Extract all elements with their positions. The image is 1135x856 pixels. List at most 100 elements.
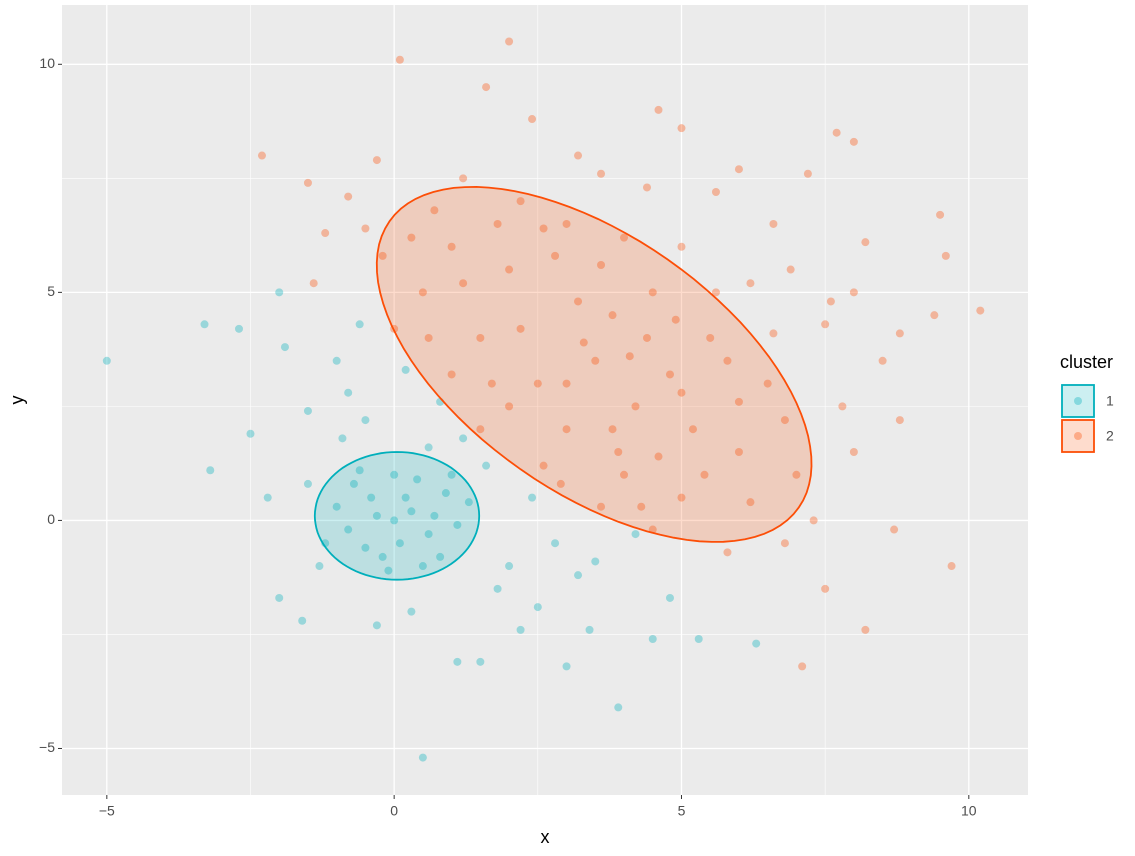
point [390, 516, 399, 525]
point [298, 616, 307, 625]
point [786, 265, 795, 274]
point [407, 607, 416, 616]
x-tick-label: 0 [390, 803, 398, 819]
point [562, 425, 571, 434]
y-tick-label: −5 [39, 739, 55, 755]
point [464, 498, 473, 507]
point [453, 657, 462, 666]
point [792, 470, 801, 479]
point [275, 593, 284, 602]
point [597, 502, 606, 511]
point [482, 461, 491, 470]
point [631, 530, 640, 539]
point [303, 406, 312, 415]
point [332, 502, 341, 511]
point [430, 511, 439, 520]
legend-key-point [1074, 397, 1082, 405]
point [648, 635, 657, 644]
point [976, 306, 985, 315]
point [723, 548, 732, 557]
legend-key-point [1074, 432, 1082, 440]
point [505, 37, 514, 46]
point [677, 388, 686, 397]
point [303, 178, 312, 187]
point [424, 333, 433, 342]
point [476, 333, 485, 342]
point [746, 279, 755, 288]
point [591, 557, 600, 566]
legend-title: cluster [1060, 352, 1113, 372]
x-tick-label: −5 [99, 803, 115, 819]
point [608, 425, 617, 434]
point [734, 165, 743, 174]
point [401, 493, 410, 502]
point [418, 562, 427, 571]
point [798, 662, 807, 671]
point [631, 402, 640, 411]
point [597, 260, 606, 269]
point [620, 470, 629, 479]
point [516, 625, 525, 634]
point [430, 206, 439, 215]
point [878, 356, 887, 365]
point [539, 461, 548, 470]
point [384, 566, 393, 575]
point [361, 543, 370, 552]
point [533, 603, 542, 612]
point [821, 320, 830, 329]
point [321, 229, 330, 238]
legend-key [1061, 384, 1095, 418]
point [643, 183, 652, 192]
point [493, 219, 502, 228]
point [453, 520, 462, 529]
point [551, 539, 560, 548]
point [476, 425, 485, 434]
point [361, 416, 370, 425]
point [344, 525, 353, 534]
point [803, 169, 812, 178]
point [505, 562, 514, 571]
point [861, 238, 870, 247]
x-tick-label: 5 [678, 803, 686, 819]
point [648, 288, 657, 297]
point [528, 115, 537, 124]
point [614, 703, 623, 712]
point [677, 124, 686, 133]
point [665, 593, 674, 602]
point [395, 539, 404, 548]
legend-label: 2 [1106, 428, 1114, 444]
point [367, 493, 376, 502]
point [591, 356, 600, 365]
point [315, 562, 324, 571]
point [677, 493, 686, 502]
point [711, 188, 720, 197]
point [574, 571, 583, 580]
point [355, 466, 364, 475]
point [574, 297, 583, 306]
point [688, 425, 697, 434]
point [723, 356, 732, 365]
point [395, 55, 404, 64]
point [597, 169, 606, 178]
point [890, 525, 899, 534]
point [763, 379, 772, 388]
point [418, 288, 427, 297]
point [734, 397, 743, 406]
point [769, 219, 778, 228]
point [344, 192, 353, 201]
point [861, 625, 870, 634]
point [769, 329, 778, 338]
point [401, 365, 410, 374]
point [424, 443, 433, 452]
point [734, 447, 743, 456]
point [372, 511, 381, 520]
point [551, 251, 560, 260]
point [620, 233, 629, 242]
point [263, 493, 272, 502]
cluster-ellipse [313, 451, 481, 581]
point [447, 370, 456, 379]
point [752, 639, 761, 648]
point [849, 447, 858, 456]
point [780, 539, 789, 548]
